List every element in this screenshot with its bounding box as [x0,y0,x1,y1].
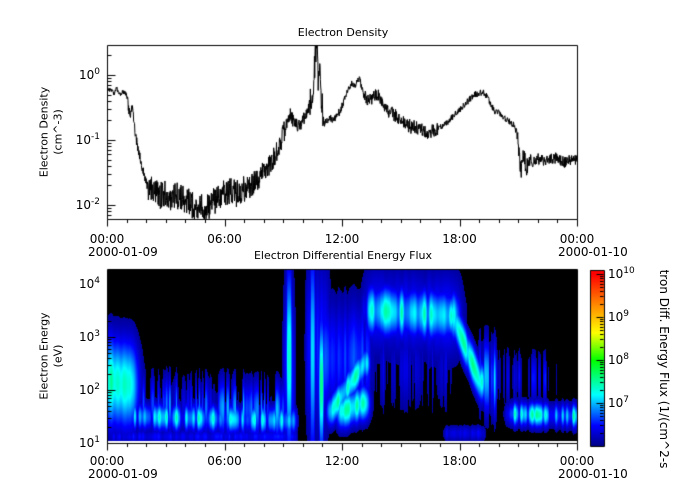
density-y-axis-label: Electron Density [37,86,51,178]
energy-ytick-label: 103 [78,329,100,344]
bottom-time-tick-label: 00:00 [89,454,125,468]
density-ytick-label: 10-2 [75,197,100,212]
spectrogram-plot-title: Electron Differential Energy Flux [253,249,433,262]
bottom-time-tick-label: 00:00 [559,454,595,468]
top-time-tick-label: 18:00 [442,232,477,246]
bottom-time-tick-label: 18:00 [442,454,477,468]
colorbar-axis-title: tron Diff. Energy Flux (1/(cm^2-s [657,269,671,469]
top-time-tick-label: 00:00 [559,232,595,246]
bottom-time-tick-label: 06:00 [207,454,242,468]
density-ytick-label: 10-1 [75,132,100,147]
colorbar-tick-label: 109 [608,309,630,324]
density-plot-title: Electron Density [297,26,389,39]
colorbar-tick-label: 108 [608,352,630,367]
energy-ytick-label: 101 [78,435,100,450]
density-y-axis-units: (cm^-3) [51,109,65,155]
top-time-tick-label: 12:00 [324,232,360,246]
date-label-top-left: 2000-01-09 [88,245,158,259]
colorbar-tick-label: 107 [608,395,630,410]
date-label-top-right: 2000-01-10 [558,245,628,259]
top-time-tick-label: 00:00 [89,232,125,246]
energy-ytick-label: 102 [78,382,100,397]
bottom-time-tick-label: 12:00 [324,454,360,468]
date-label-bottom-right: 2000-01-10 [558,467,628,481]
top-time-tick-label: 06:00 [207,232,242,246]
date-label-bottom-left: 2000-01-09 [88,467,158,481]
energy-y-axis-units: (eV) [51,344,65,368]
energy-y-axis-label: Electron Energy [37,312,51,400]
colorbar-tick-label: 1010 [608,266,635,281]
density-ytick-label: 100 [78,67,100,82]
energy-ytick-label: 104 [78,276,100,291]
